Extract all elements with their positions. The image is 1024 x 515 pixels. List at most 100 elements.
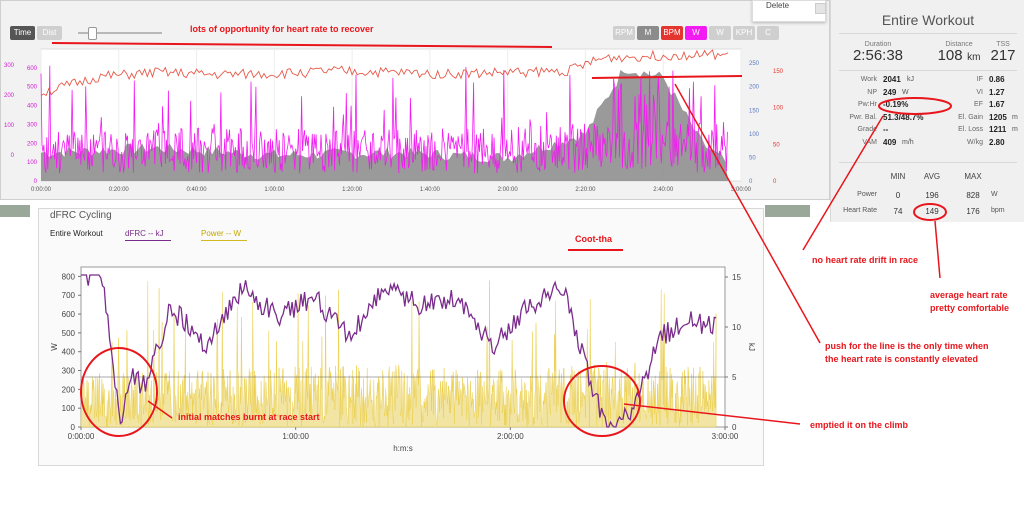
annotation-matches: initial matches burnt at race start <box>178 412 320 422</box>
top-x-tick-label: 1:20:00 <box>342 187 363 193</box>
heart-rate-series-line <box>40 49 729 97</box>
stat-right-label-1: VI <box>976 88 983 96</box>
stat-unit-5: m/h <box>902 138 914 146</box>
table-unit-1: bpm <box>991 207 1005 214</box>
legend-power: Power -- W <box>201 229 241 238</box>
scrollbar-up-arrow[interactable] <box>815 3 826 14</box>
duration-value: 2:56:38 <box>852 47 904 64</box>
stat-right-value-3: 1205 <box>989 112 1007 122</box>
top-y-left-tick-label: 0 <box>34 179 38 185</box>
top-y-left-tick-label: 300 <box>27 122 38 128</box>
map-thumbnail-right <box>765 205 810 217</box>
annotation-emptied: emptied it on the climb <box>810 420 909 430</box>
metric-button-w[interactable]: W <box>709 26 731 40</box>
tss-value: 217 <box>990 47 1016 64</box>
duration-label: Duration <box>864 41 892 48</box>
divider <box>839 162 1017 163</box>
bottom-y2-tick-label: 5 <box>732 373 737 382</box>
top-y-left-tick-label: 200 <box>27 141 38 147</box>
stat-right-label-0: IF <box>976 76 983 83</box>
top-y-left-tick-label: 100 <box>27 160 38 166</box>
zoom-slider-track[interactable] <box>78 32 162 34</box>
bottom-x-tick-label: 1:00:00 <box>282 432 309 441</box>
delete-menu-item[interactable]: Delete <box>766 1 790 10</box>
stat-label-5: VAM <box>862 138 877 146</box>
table-min-0: 0 <box>895 191 901 200</box>
table-header-min: MIN <box>890 172 906 181</box>
stat-right-unit-4: m <box>1012 126 1018 133</box>
stat-right-label-5: W/kg <box>967 138 983 146</box>
table-header-avg: AVG <box>923 172 941 181</box>
stat-unit-0: kJ <box>907 76 914 83</box>
top-x-tick-label: 0:00:00 <box>31 187 52 193</box>
divider <box>839 33 1017 34</box>
bottom-y-tick-label: 100 <box>62 404 76 413</box>
table-unit-0: W <box>991 191 998 198</box>
stat-right-value-4: 1211 <box>989 125 1007 134</box>
annotation-avg-hr-2: pretty comfortable <box>930 303 1010 313</box>
bottom-x-axis-label: h:m:s <box>393 444 413 453</box>
bottom-y-tick-label: 200 <box>62 385 76 394</box>
bottom-x-tick-label: 3:00:00 <box>712 432 739 441</box>
bottom-y-tick-label: 600 <box>62 310 76 319</box>
stat-value-1: 249 <box>883 87 897 97</box>
top-y-hr-tick-label: 0 <box>773 179 777 185</box>
top-x-tick-label: 0:20:00 <box>109 187 130 193</box>
bottom-x-tick-label: 0:00:00 <box>68 432 95 441</box>
annotation-recover: lots of opportunity for heart rate to re… <box>190 24 374 34</box>
top-y-left2-tick-label: 0 <box>11 153 15 159</box>
bottom-y-tick-label: 300 <box>62 367 76 376</box>
top-y-left2-tick-label: 300 <box>4 63 15 69</box>
table-min-1: 74 <box>893 207 903 216</box>
metric-button-w[interactable]: W <box>685 26 707 40</box>
stat-right-unit-3: m <box>1012 113 1018 121</box>
top-y-elev-tick-label: 200 <box>749 85 760 91</box>
bottom-y2-tick-label: 15 <box>732 273 741 282</box>
distance-unit: km <box>967 52 981 63</box>
time-toggle-button[interactable]: Time <box>10 26 35 40</box>
top-y-hr-tick-label: 50 <box>773 142 780 148</box>
metric-button-m[interactable]: M <box>637 26 659 40</box>
bottom-y-axis-label: W <box>50 343 59 351</box>
top-y-left2-tick-label: 100 <box>4 123 15 129</box>
table-max-1: 176 <box>966 207 980 216</box>
table-avg-1: 149 <box>925 207 939 216</box>
stat-unit-1: W <box>902 88 909 96</box>
legend-power-line <box>201 240 247 241</box>
table-max-0: 828 <box>966 191 980 200</box>
legend-dfrc-line <box>125 240 171 241</box>
stat-label-2: Pw:Hr <box>857 101 877 108</box>
top-y-elev-tick-label: 0 <box>749 179 753 185</box>
top-y-elev-tick-label: 100 <box>749 132 760 138</box>
stat-label-4: Grade <box>857 126 877 133</box>
bottom-y-tick-label: 700 <box>62 291 76 300</box>
dist-toggle-button[interactable]: Dist <box>37 26 62 40</box>
metric-button-bpm[interactable]: BPM <box>661 26 683 40</box>
stat-value-5: 409 <box>883 137 897 147</box>
annotation-avg-hr: average heart rate <box>930 290 1008 300</box>
avg-hr-pointer <box>934 220 941 279</box>
bottom-y-tick-label: 500 <box>62 329 76 338</box>
annotation-push-2: the heart rate is constantly elevated <box>825 354 979 364</box>
annotation-drift: no heart rate drift in race <box>812 255 919 265</box>
zoom-slider-handle[interactable] <box>88 27 97 40</box>
stat-right-value-0: 0.86 <box>989 75 1005 84</box>
stat-right-value-1: 1.27 <box>989 87 1005 97</box>
top-y-hr-tick-label: 150 <box>773 69 784 75</box>
stat-right-label-4: El. Loss <box>958 126 983 133</box>
metric-button-rpm[interactable]: RPM <box>613 26 635 40</box>
annotation-cootha: Coot-tha <box>575 234 612 244</box>
top-x-tick-label: 2:00:00 <box>498 187 519 193</box>
metric-button-kph[interactable]: KPH <box>733 26 755 40</box>
metric-button-c[interactable]: C <box>757 26 779 40</box>
top-x-tick-label: 2:40:00 <box>653 187 674 193</box>
top-x-tick-label: 3:00:00 <box>731 187 752 193</box>
workout-summary-panel: Entire Workout Duration 2:56:38 Distance… <box>830 0 1024 222</box>
dfrc-chart-panel: dFRC Cycling Entire Workout dFRC -- kJ P… <box>38 208 764 466</box>
top-chart-svg: 0:00:00 0:20:00 0:40:00 1:00:00 1:20:00 1:40:… <box>4 48 784 193</box>
entire-workout-tab[interactable]: Entire Workout <box>50 229 103 238</box>
table-header-max: MAX <box>964 172 982 181</box>
summary-title: Entire Workout <box>881 12 975 28</box>
top-y-elev-tick-label: 50 <box>749 155 756 161</box>
stat-right-value-5: 2.80 <box>989 137 1005 147</box>
